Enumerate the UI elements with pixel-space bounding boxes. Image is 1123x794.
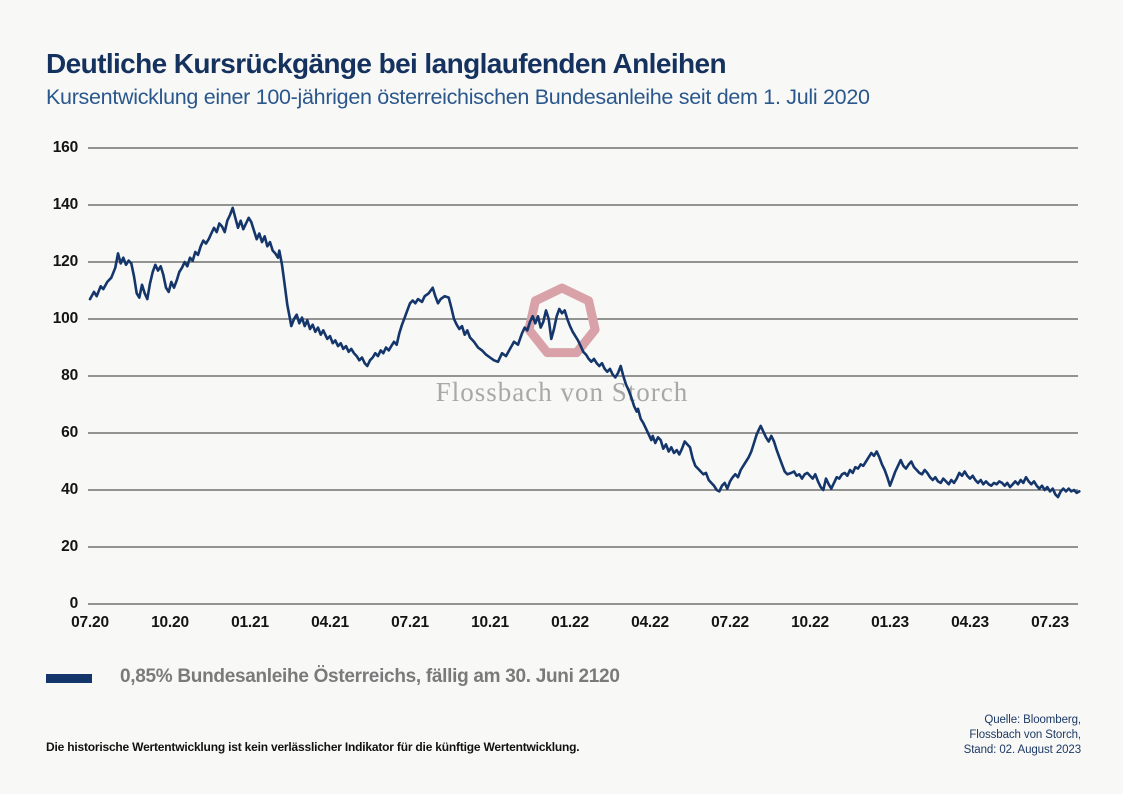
source-line: Stand: 02. August 2023 (963, 744, 1081, 757)
legend: 0,85% Bundesanleihe Österreichs, fällig … (46, 666, 620, 688)
y-axis-tick-label: 120 (52, 253, 78, 270)
y-axis-tick-label: 80 (61, 367, 78, 384)
x-axis-tick-label: 07.20 (71, 614, 109, 631)
x-axis-tick-label: 07.23 (1031, 614, 1069, 631)
x-axis-tick-label: 04.23 (951, 614, 989, 631)
page-title: Deutliche Kursrückgänge bei langlaufende… (46, 48, 727, 79)
x-axis-tick-label: 10.22 (791, 614, 829, 631)
x-axis-tick-label: 01.23 (871, 614, 909, 631)
watermark-text: Flossbach von Storch (435, 377, 689, 407)
x-axis-tick-label: 01.21 (231, 614, 269, 631)
x-axis-tick-label: 07.22 (711, 614, 749, 631)
x-axis-tick-label: 04.21 (311, 614, 349, 631)
y-axis-tick-label: 0 (69, 595, 79, 612)
x-axis-tick-label: 07.21 (391, 614, 429, 631)
legend-line-swatch (46, 673, 92, 683)
disclaimer-text: Die historische Wertentwicklung ist kein… (46, 740, 580, 754)
y-axis-tick-label: 40 (61, 481, 78, 498)
y-axis-tick-label: 60 (61, 424, 78, 441)
source-line: Flossbach von Storch, (969, 729, 1081, 742)
legend-label: 0,85% Bundesanleihe Österreichs, fällig … (120, 666, 620, 687)
x-axis-tick-label: 04.22 (631, 614, 669, 631)
y-axis-tick-label: 160 (52, 139, 78, 156)
y-axis-tick-label: 100 (52, 310, 78, 327)
page-subtitle: Kursentwicklung einer 100-jährigen öster… (46, 85, 870, 109)
source-attribution: Quelle: Bloomberg, Flossbach von Storch,… (964, 713, 1081, 759)
y-axis-tick-label: 20 (61, 538, 78, 555)
y-axis-tick-label: 140 (52, 196, 78, 213)
x-axis-tick-label: 01.22 (551, 614, 589, 631)
x-axis-tick-label: 10.20 (151, 614, 189, 631)
x-axis-tick-label: 10.21 (471, 614, 509, 631)
source-line: Quelle: Bloomberg, (984, 714, 1081, 726)
